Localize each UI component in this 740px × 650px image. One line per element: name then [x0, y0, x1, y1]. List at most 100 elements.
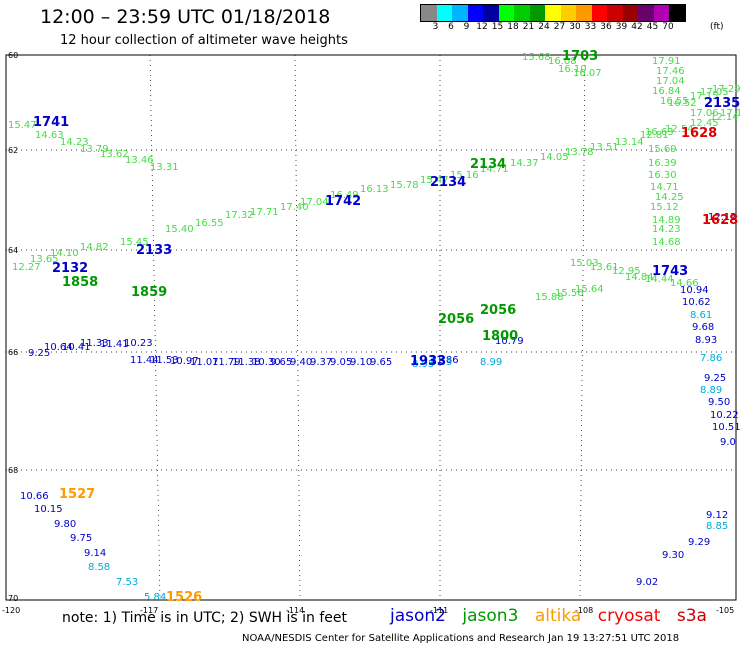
color-scale-tick: 9: [463, 22, 470, 32]
swh-value: 16.55: [195, 218, 224, 229]
color-scale-tick: 42: [631, 22, 643, 32]
swh-value: 9.25: [28, 348, 50, 359]
swh-value: 12.81: [640, 130, 669, 141]
color-scale-tick: 15: [491, 22, 504, 32]
color-swatch: [498, 5, 514, 21]
pass-time-label: 1527: [59, 487, 95, 502]
swh-value: 15.88: [535, 292, 564, 303]
color-swatch: [591, 5, 607, 21]
color-swatch: [622, 5, 638, 21]
color-swatch: [436, 5, 452, 21]
swh-value: 13.31: [150, 162, 179, 173]
swh-value: 12.95: [612, 266, 641, 277]
swh-value: 9.50: [708, 397, 730, 408]
swh-value: 14.23: [652, 224, 681, 235]
swh-value: 14.63: [35, 130, 64, 141]
swh-value: 9.37: [310, 357, 332, 368]
swh-value: 9.25: [704, 373, 726, 384]
map-subtitle: 12 hour collection of altimeter wave hei…: [60, 33, 348, 48]
swh-value: 13.65: [30, 254, 59, 265]
swh-value: 9.75: [70, 533, 92, 544]
swh-value: 14.37: [510, 158, 539, 169]
swh-value: 14.71: [480, 164, 509, 175]
swh-value: 15.16: [450, 170, 479, 181]
color-swatch: [545, 5, 561, 21]
swh-value: 13.62: [100, 149, 129, 160]
swh-value: 9.14: [84, 548, 106, 559]
pass-time-label: 1933: [410, 354, 446, 369]
swh-value: 10.22: [710, 410, 739, 421]
swh-value: 15.78: [390, 180, 419, 191]
pass-time-label: 1858: [62, 275, 98, 290]
swh-value: 10.30: [252, 357, 281, 368]
swh-value: 17.91: [652, 56, 681, 67]
color-swatch: [669, 5, 685, 21]
swh-value: 11.41: [100, 339, 129, 350]
pass-time-label: 1742: [325, 194, 361, 209]
swh-value: 11.07: [190, 357, 219, 368]
swh-value: 9.65: [370, 357, 392, 368]
swh-value: 16.52: [668, 98, 697, 109]
color-scale-tick: 30: [569, 22, 581, 32]
swh-value: 15.64: [575, 284, 604, 295]
swh-value: 7.53: [116, 577, 138, 588]
swh-value: 14.82: [80, 242, 109, 253]
swh-value: 17.40: [280, 202, 309, 213]
pass-time-label: 1526: [166, 590, 202, 605]
swh-value: 16.55: [660, 96, 689, 107]
swh-value: 14.66: [670, 278, 699, 289]
swh-value: 17.12: [720, 108, 740, 119]
lon-label: -120: [2, 606, 20, 615]
pass-time-label: 1800: [482, 329, 518, 344]
color-scale-tick: 36: [600, 22, 612, 32]
swh-value: 8.61: [690, 310, 712, 321]
pass-time-label: 1743: [652, 264, 688, 279]
swh-value: 15.40: [165, 224, 194, 235]
swh-value: 14.05: [540, 152, 569, 163]
swh-value: 16.07: [573, 68, 602, 79]
swh-value: 8.93: [695, 335, 717, 346]
color-scale-tick: 70: [662, 22, 674, 32]
swh-value: 10.62: [682, 297, 711, 308]
lat-label: 68: [8, 466, 18, 475]
swh-value: 10.51: [712, 422, 740, 433]
lon-label: -108: [575, 606, 593, 615]
swh-value: 14.23: [60, 137, 89, 148]
color-swatch: [653, 5, 669, 21]
swh-value: 17.05: [700, 87, 729, 98]
satellite-legend: jason2 jason3 altika cryosat s3a: [390, 606, 718, 626]
swh-value: 12.14: [710, 112, 739, 123]
swh-value: 13.14: [615, 137, 644, 148]
color-swatch: [560, 5, 576, 21]
lat-label: 66: [8, 348, 18, 357]
swh-value: 15.45: [120, 237, 149, 248]
credit-footer: NOAA/NESDIS Center for Satellite Applica…: [242, 633, 680, 644]
swh-value: 15.69: [648, 144, 677, 155]
swh-value: 11.33: [80, 338, 109, 349]
lat-label: 60: [8, 51, 18, 60]
swh-value: 9.80: [54, 519, 76, 530]
legend-cryosat: cryosat: [597, 606, 661, 626]
swh-value: 12.12: [708, 212, 737, 223]
swh-value: 17.32: [225, 210, 254, 221]
swh-value: 11.79: [212, 357, 241, 368]
swh-value: 15.03: [570, 258, 599, 269]
swh-value: 10.64: [44, 342, 73, 353]
swh-value: 9.30: [662, 550, 684, 561]
swh-value: 14.71: [650, 182, 679, 193]
swh-value: 17.06: [690, 108, 719, 119]
swh-value: 12.45: [690, 118, 719, 129]
color-scale-tick: 39: [615, 22, 628, 32]
color-swatch: [483, 5, 499, 21]
lat-label: 64: [8, 246, 18, 255]
swh-value: 14.25: [655, 192, 684, 203]
pass-time-label: 2134: [430, 175, 466, 190]
legend-jason3: jason3: [462, 606, 519, 626]
swh-value: 17.04: [656, 76, 685, 87]
pass-time-label: 1703: [562, 49, 598, 64]
color-swatch: [607, 5, 623, 21]
swh-value: 17.29: [712, 84, 740, 95]
swh-value: 10.97: [170, 356, 199, 367]
lat-label: 70: [8, 594, 18, 603]
